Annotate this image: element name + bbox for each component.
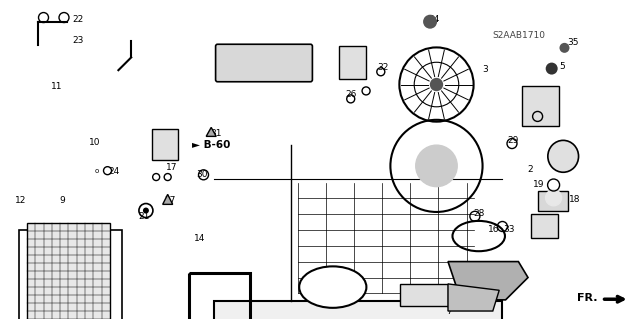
Polygon shape bbox=[206, 127, 216, 137]
Text: ► B-60: ► B-60 bbox=[192, 140, 230, 150]
Circle shape bbox=[559, 43, 570, 53]
Text: 34: 34 bbox=[428, 15, 440, 24]
Text: 19: 19 bbox=[533, 180, 545, 189]
Circle shape bbox=[430, 78, 443, 91]
Circle shape bbox=[545, 190, 562, 206]
Text: 12: 12 bbox=[15, 197, 26, 205]
Text: 26: 26 bbox=[345, 90, 356, 99]
Text: 11: 11 bbox=[51, 82, 62, 91]
Text: 30: 30 bbox=[196, 170, 207, 179]
Bar bbox=[27, 223, 110, 319]
Text: 32: 32 bbox=[377, 63, 388, 72]
Text: 29: 29 bbox=[508, 137, 519, 145]
Bar bbox=[152, 129, 178, 160]
Text: 10: 10 bbox=[89, 138, 100, 147]
Bar bbox=[19, 230, 122, 319]
Polygon shape bbox=[400, 284, 448, 306]
Text: 5: 5 bbox=[559, 62, 564, 71]
Text: 17: 17 bbox=[166, 163, 177, 172]
Bar bbox=[189, 273, 250, 319]
Text: 13: 13 bbox=[328, 297, 340, 306]
Circle shape bbox=[546, 63, 557, 75]
Text: 35: 35 bbox=[567, 38, 579, 47]
Text: 14: 14 bbox=[194, 234, 205, 243]
Text: 24: 24 bbox=[108, 167, 120, 176]
Bar bbox=[214, 301, 502, 319]
Text: o: o bbox=[95, 168, 99, 174]
Ellipse shape bbox=[548, 140, 579, 172]
Text: 33: 33 bbox=[503, 225, 515, 234]
Circle shape bbox=[416, 145, 457, 187]
Polygon shape bbox=[448, 284, 499, 311]
Text: 15: 15 bbox=[556, 152, 568, 161]
Text: 31: 31 bbox=[211, 129, 222, 138]
Bar bbox=[522, 86, 559, 126]
Bar bbox=[339, 46, 366, 79]
Polygon shape bbox=[163, 194, 173, 204]
Text: 28: 28 bbox=[473, 209, 484, 218]
Bar bbox=[538, 191, 568, 211]
Text: 21: 21 bbox=[138, 212, 150, 221]
Text: 4: 4 bbox=[355, 56, 360, 64]
Text: 27: 27 bbox=[164, 196, 175, 205]
Polygon shape bbox=[448, 262, 528, 300]
Text: 9: 9 bbox=[60, 197, 65, 205]
FancyBboxPatch shape bbox=[216, 44, 312, 82]
Text: 20: 20 bbox=[531, 231, 542, 240]
Bar bbox=[531, 214, 558, 238]
Text: 25: 25 bbox=[527, 94, 538, 103]
Text: 22: 22 bbox=[72, 15, 84, 24]
Text: 23: 23 bbox=[72, 36, 84, 45]
Text: FR.: FR. bbox=[577, 293, 598, 303]
Text: 1: 1 bbox=[468, 263, 473, 272]
Text: 6: 6 bbox=[406, 291, 411, 300]
Ellipse shape bbox=[300, 266, 367, 308]
Text: 16: 16 bbox=[488, 225, 500, 234]
Text: 3: 3 bbox=[483, 65, 488, 74]
Text: 8: 8 bbox=[250, 62, 255, 71]
Text: S2AAB1710: S2AAB1710 bbox=[492, 31, 545, 40]
Text: 18: 18 bbox=[569, 195, 580, 204]
Circle shape bbox=[423, 15, 437, 29]
Text: 2: 2 bbox=[527, 165, 532, 174]
Circle shape bbox=[143, 208, 149, 213]
Text: 7: 7 bbox=[447, 307, 452, 315]
